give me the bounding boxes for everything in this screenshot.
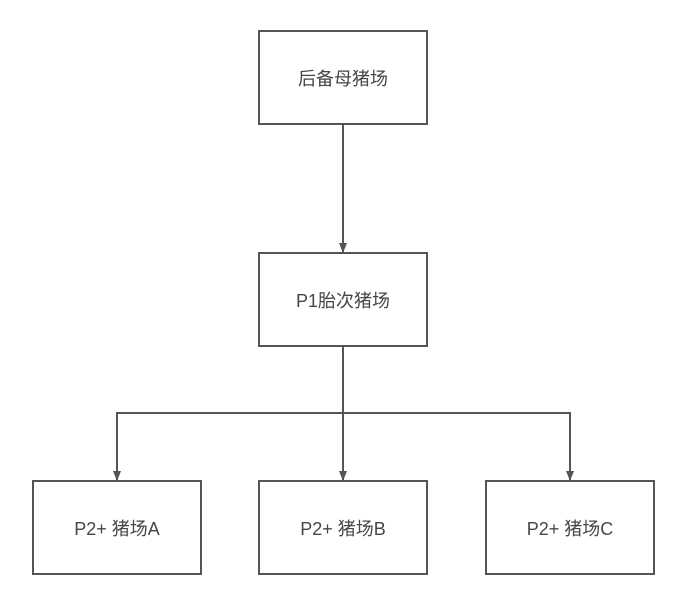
node-root: 后备母猪场 [258,30,428,125]
edge-p1-p2a [117,347,343,480]
edge-p1-p2c [343,347,570,480]
flowchart-stage: 后备母猪场 P1胎次猪场 P2+ 猪场A P2+ 猪场B P2+ 猪场C [0,0,700,613]
node-p1-label: P1胎次猪场 [296,287,390,313]
node-p2a-label: P2+ 猪场A [74,515,160,541]
node-p2c-label: P2+ 猪场C [527,515,614,541]
node-p2a: P2+ 猪场A [32,480,202,575]
node-root-label: 后备母猪场 [298,65,388,91]
node-p2c: P2+ 猪场C [485,480,655,575]
node-p2b: P2+ 猪场B [258,480,428,575]
node-p1: P1胎次猪场 [258,252,428,347]
node-p2b-label: P2+ 猪场B [300,515,386,541]
